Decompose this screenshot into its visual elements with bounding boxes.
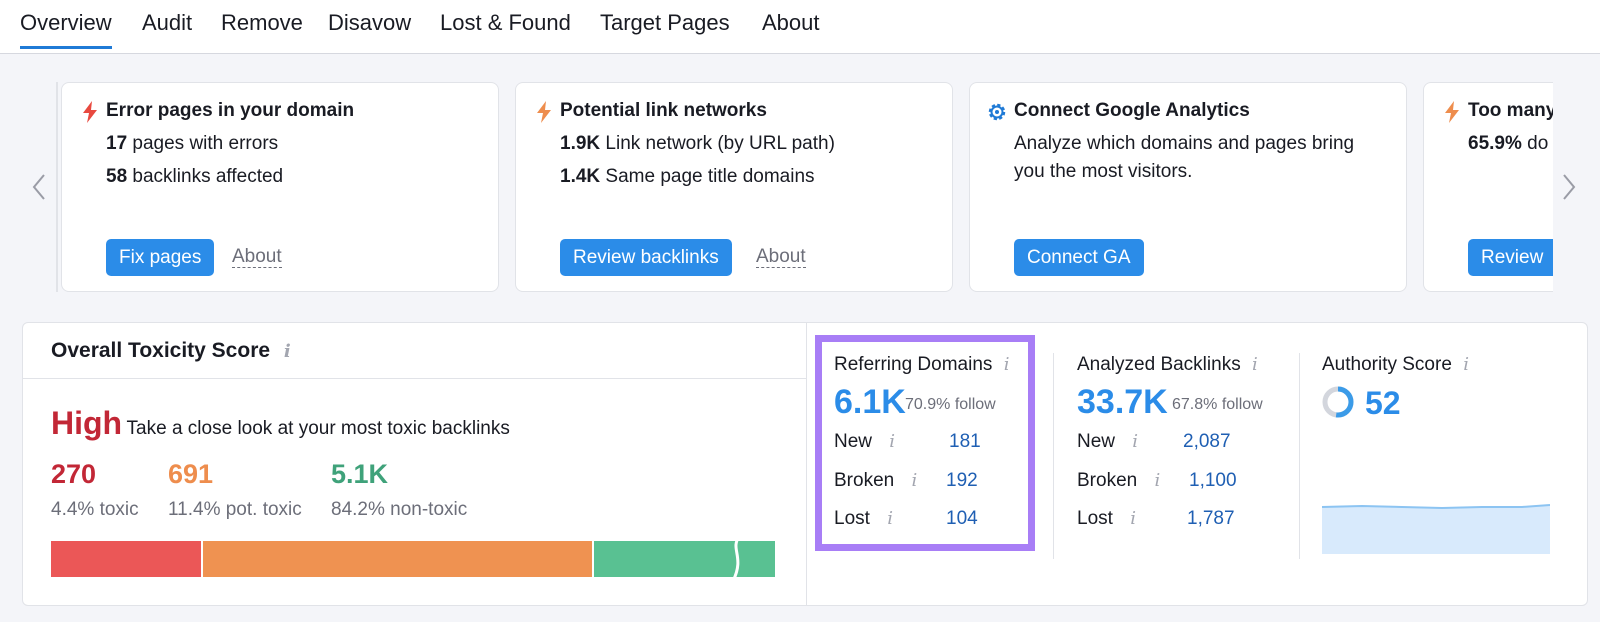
tab-target-pages[interactable]: Target Pages [600,10,730,35]
referring-domains-value[interactable]: 6.1K [834,383,906,421]
review-button[interactable]: Review [1468,239,1553,276]
info-icon[interactable]: i [1251,354,1258,375]
toxicity-title: Overall Toxicity Score i [51,339,291,362]
analyzed-backlinks-value[interactable]: 33.7K [1077,383,1168,421]
info-icon[interactable]: i [911,470,918,491]
card-title: Connect Google Analytics [1014,100,1250,121]
chevron-right-icon [1563,174,1576,200]
toxicity-level-desc: Take a close look at your most toxic bac… [126,418,510,439]
info-icon[interactable]: i [283,341,291,362]
card-line: 17 pages with errors [106,133,279,154]
fix-pages-button[interactable]: Fix pages [106,239,215,276]
card-line: 58 backlinks affected [106,166,284,187]
tab-about[interactable]: About [762,10,820,35]
divider [1299,353,1300,559]
connect-ga-button[interactable]: Connect GA [1014,239,1144,276]
referring-broken-value[interactable]: 192 [946,470,978,491]
divider [23,378,807,379]
tab-overview[interactable]: Overview [20,10,112,49]
analyzed-backlinks-title: Analyzed Backlinks i [1077,354,1258,375]
toxicity-level: High [51,405,123,441]
card-title: Potential link networks [560,100,767,121]
toxic-segment [51,541,201,577]
info-icon[interactable]: i [1154,470,1161,491]
info-icon[interactable]: i [1132,431,1139,452]
authority-score-title: Authority Score i [1322,354,1469,375]
info-icon[interactable]: i [1463,354,1469,375]
toxicity-panel: Overall Toxicity Score i High Take a clo… [22,322,1588,606]
info-icon[interactable]: i [1130,508,1136,529]
backlinks-lost-value[interactable]: 1,787 [1187,508,1235,529]
toxic-count: 270 [51,459,97,489]
about-link[interactable]: About [756,246,806,268]
lightning-icon [537,101,551,123]
non-toxic-count: 5.1K [331,459,389,489]
divider [1053,353,1054,559]
info-icon[interactable]: i [889,431,896,452]
card-error-pages: Error pages in your domain 17 pages with… [61,82,499,292]
toxicity-level-line: High Take a close look at your most toxi… [51,405,510,442]
pot-toxic-label: 11.4% pot. toxic [168,499,302,520]
info-icon[interactable]: i [887,508,893,529]
card-description: you the most visitors. [1014,161,1193,182]
authority-ring-icon [1322,386,1354,418]
row-label: Lost i [1077,508,1136,529]
card-line: 1.4K Same page title domains [560,166,815,187]
tab-lost-found[interactable]: Lost & Found [440,10,571,35]
card-title: Too many [1468,100,1553,121]
gear-icon [988,103,1006,121]
card-line: 1.9K Link network (by URL path) [560,133,835,154]
row-label: Broken i [1077,470,1161,491]
row-label: New i [1077,431,1139,452]
non-toxic-label: 84.2% non-toxic [331,499,468,520]
toxicity-bar [51,537,775,581]
card-google-analytics: Connect Google Analytics Analyze which d… [969,82,1407,292]
card-title: Error pages in your domain [106,100,355,121]
highlight-box [815,335,1035,551]
tab-remove[interactable]: Remove [221,10,303,35]
row-label: Lost i [834,508,893,529]
pot-toxic-count: 691 [168,459,214,489]
referring-new-value[interactable]: 181 [949,431,981,452]
authority-score-value[interactable]: 52 [1365,385,1401,421]
pot-toxic-segment [203,541,592,577]
authority-trend-chart [1322,504,1550,554]
carousel-prev-button[interactable] [28,172,52,202]
review-backlinks-button[interactable]: Review backlinks [560,239,732,276]
scale-break-icon [731,537,741,581]
backlinks-follow: 67.8% follow [1172,396,1263,413]
lightning-icon [1445,101,1459,123]
tab-disavow[interactable]: Disavow [328,10,412,35]
top-tabs: Overview Audit Remove Disavow Lost & Fou… [0,0,1600,54]
non-toxic-segment [594,541,775,577]
backlinks-new-value[interactable]: 2,087 [1183,431,1231,452]
lightning-icon [83,101,97,123]
about-link[interactable]: About [232,246,282,268]
carousel-edge [56,82,58,292]
referring-follow: 70.9% follow [905,396,996,413]
referring-lost-value[interactable]: 104 [946,508,978,529]
toxic-label: 4.4% toxic [51,499,139,520]
row-label: New i [834,431,896,452]
tab-audit[interactable]: Audit [142,10,193,35]
card-description: Analyze which domains and pages bring [1014,133,1355,154]
chevron-left-icon [32,174,45,200]
referring-domains-title: Referring Domains i [834,354,1010,375]
row-label: Broken i [834,470,918,491]
backlinks-broken-value[interactable]: 1,100 [1189,470,1237,491]
info-icon[interactable]: i [1003,354,1010,375]
card-line: 65.9% do [1468,133,1549,154]
card-link-networks: Potential link networks 1.9K Link networ… [515,82,953,292]
card-too-many: Too many 65.9% do Review [1423,82,1553,292]
carousel-next-button[interactable] [1556,172,1580,202]
divider [806,323,807,605]
